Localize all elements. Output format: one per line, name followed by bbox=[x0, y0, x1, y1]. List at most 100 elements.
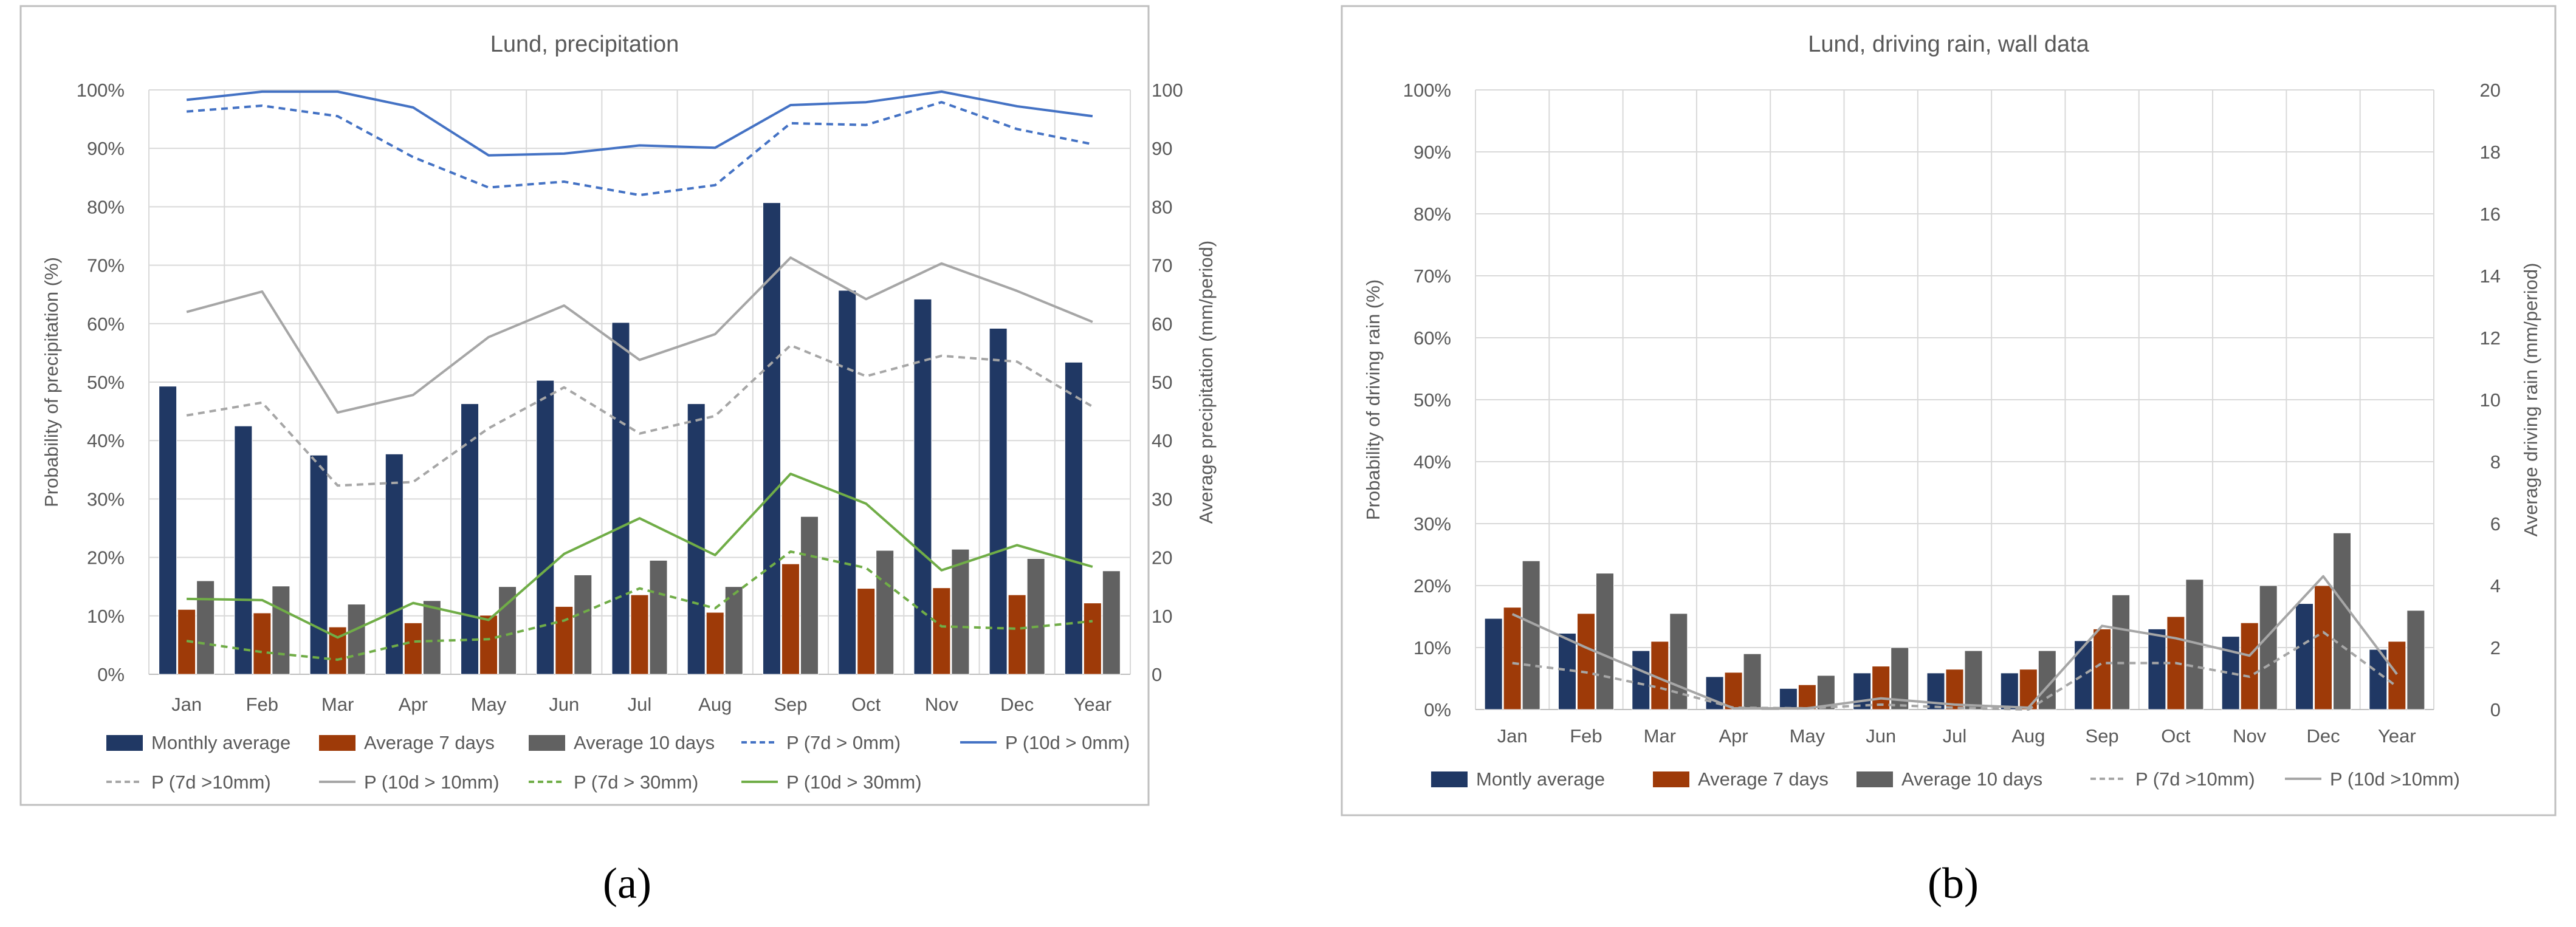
y-tick-label: 40% bbox=[1413, 451, 1451, 473]
y-tick-label: 70% bbox=[87, 255, 125, 276]
bar bbox=[2369, 649, 2388, 710]
y-tick-label: 90% bbox=[1413, 142, 1451, 163]
bar bbox=[1779, 688, 1798, 710]
legend-swatch bbox=[319, 735, 355, 751]
y2-tick-label: 20 bbox=[2480, 80, 2501, 101]
x-tick-label: Sep bbox=[774, 694, 807, 715]
y2-tick-label: 14 bbox=[2480, 265, 2501, 287]
bar bbox=[687, 403, 706, 675]
legend-label: Average 7 days bbox=[1698, 768, 1829, 790]
chart-title: Lund, driving rain, wall data bbox=[1808, 32, 2089, 57]
bar bbox=[234, 425, 253, 675]
legend-label: P (10d >10mm) bbox=[2330, 768, 2460, 790]
y-tick-label: 90% bbox=[87, 138, 125, 159]
bar bbox=[347, 604, 366, 675]
x-tick-label: Aug bbox=[2011, 725, 2045, 747]
bar bbox=[876, 550, 895, 675]
x-tick-label: Sep bbox=[2086, 725, 2119, 747]
bar bbox=[404, 622, 422, 675]
bar bbox=[706, 612, 724, 675]
x-tick-label: Dec bbox=[1000, 694, 1034, 715]
bar bbox=[649, 559, 668, 675]
y2-tick-label: 6 bbox=[2490, 513, 2501, 535]
bar bbox=[2240, 622, 2259, 710]
bar bbox=[2112, 594, 2131, 710]
y2-tick-label: 10 bbox=[2480, 389, 2501, 411]
x-tick-label: Mar bbox=[321, 694, 354, 715]
bar bbox=[2406, 610, 2425, 710]
y-axis-label: Probability of driving rain (%) bbox=[1362, 279, 1384, 520]
series-line bbox=[186, 550, 1093, 661]
legend-label: P (10d > 30mm) bbox=[786, 771, 922, 793]
y2-tick-label: 60 bbox=[1152, 313, 1172, 335]
chart-title: Lund, precipitation bbox=[490, 32, 679, 57]
bar bbox=[536, 380, 555, 675]
bar bbox=[479, 615, 498, 675]
y-tick-label: 10% bbox=[87, 606, 125, 627]
y2-tick-label: 10 bbox=[1152, 606, 1172, 627]
bar bbox=[2388, 641, 2406, 710]
legend-label: Montly average bbox=[1476, 768, 1605, 790]
y-tick-label: 80% bbox=[87, 196, 125, 217]
y2-tick-label: 30 bbox=[1152, 488, 1172, 510]
y-tick-label: 30% bbox=[87, 488, 125, 510]
y2-tick-label: 100 bbox=[1152, 80, 1183, 101]
bar bbox=[461, 403, 479, 675]
bar bbox=[1008, 594, 1026, 675]
bar bbox=[2019, 669, 2038, 710]
legend-swatch bbox=[1856, 771, 1893, 787]
bar bbox=[1853, 672, 1872, 710]
chart-panel-b: Lund, driving rain, wall data Probabilit… bbox=[1341, 5, 2557, 816]
y-tick-label: 0% bbox=[97, 664, 125, 685]
y-tick-label: 50% bbox=[1413, 389, 1451, 411]
y2-tick-label: 0 bbox=[1152, 664, 1162, 685]
series-line bbox=[1511, 575, 2398, 710]
bar bbox=[2074, 640, 2093, 710]
y-tick-label: 0% bbox=[1424, 699, 1451, 720]
x-tick-label: Oct bbox=[2161, 725, 2191, 747]
legend-label: P (10d > 0mm) bbox=[1005, 732, 1130, 753]
y2-tick-label: 70 bbox=[1152, 255, 1172, 276]
bar bbox=[1522, 560, 1540, 710]
legend-label: P (7d > 0mm) bbox=[786, 732, 901, 753]
bar bbox=[385, 453, 404, 675]
series-line bbox=[186, 344, 1093, 487]
bar bbox=[422, 600, 441, 675]
x-tick-label: Jun bbox=[549, 694, 579, 715]
bar bbox=[1102, 570, 1121, 675]
y2-axis-label: Average precipitation (mm/period) bbox=[1195, 241, 1217, 524]
caption-b: (b) bbox=[1928, 859, 1979, 908]
bar bbox=[2295, 603, 2314, 710]
x-tick-label: Feb bbox=[1570, 725, 1602, 747]
bar bbox=[1669, 613, 1688, 710]
x-tick-label: May bbox=[471, 694, 507, 715]
x-tick-label: Jun bbox=[1866, 725, 1896, 747]
bar bbox=[498, 586, 517, 675]
legend-swatch bbox=[106, 735, 143, 751]
bar bbox=[781, 563, 800, 675]
y-tick-label: 10% bbox=[1413, 637, 1451, 658]
y-tick-label: 60% bbox=[87, 313, 125, 335]
x-tick-label: Apr bbox=[1719, 725, 1748, 747]
bar bbox=[2148, 628, 2166, 710]
legend-label: P (7d >10mm) bbox=[2135, 768, 2255, 790]
bar bbox=[1083, 603, 1102, 675]
x-tick-label: Nov bbox=[925, 694, 959, 715]
y-tick-label: 70% bbox=[1413, 265, 1451, 287]
y2-tick-label: 80 bbox=[1152, 196, 1172, 217]
bar bbox=[253, 612, 272, 675]
bar bbox=[2093, 628, 2112, 710]
y-tick-label: 20% bbox=[87, 547, 125, 569]
y-tick-label: 30% bbox=[1413, 513, 1451, 535]
x-tick-label: Oct bbox=[851, 694, 881, 715]
series-line bbox=[187, 473, 1093, 639]
y-tick-label: 80% bbox=[1413, 204, 1451, 225]
bar bbox=[1503, 607, 1522, 710]
bar bbox=[555, 606, 574, 675]
x-tick-label: Jul bbox=[1943, 725, 1967, 747]
x-tick-label: Year bbox=[1074, 694, 1112, 715]
bar bbox=[2000, 672, 2019, 710]
bar bbox=[159, 386, 177, 675]
bar bbox=[196, 580, 215, 675]
y2-tick-label: 0 bbox=[2490, 699, 2501, 720]
